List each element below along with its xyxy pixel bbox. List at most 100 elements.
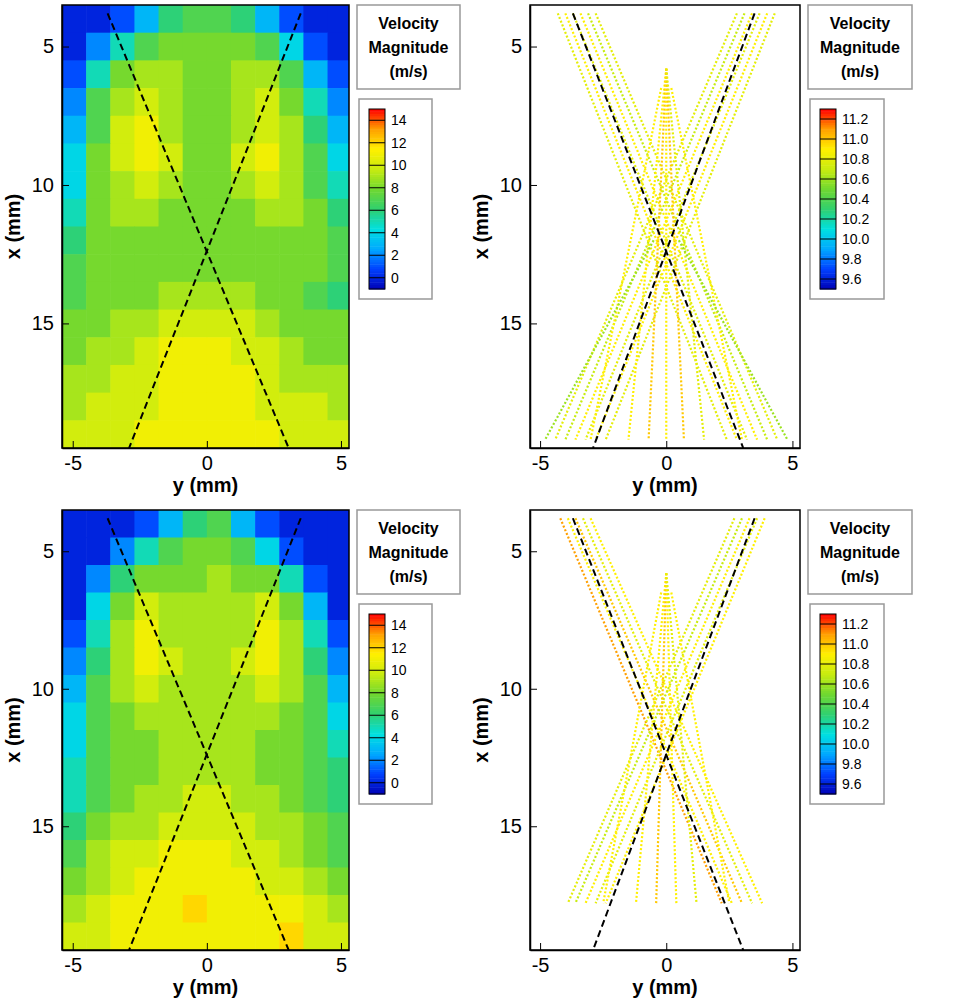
heatmap-cell — [110, 227, 135, 255]
heatmap-cell — [86, 282, 111, 310]
heatmap-cell — [303, 758, 328, 786]
colorbar-tick-label: 11.2 — [842, 111, 868, 127]
colorbar-tick-label: 14 — [391, 112, 407, 128]
heatmap-cell — [134, 565, 159, 593]
heatmap-cell — [231, 813, 256, 841]
colorbar: 9.69.810.010.210.410.610.811.011.2 — [820, 109, 869, 290]
y-axis-title: x (mm) — [2, 697, 24, 763]
heatmap-cell — [159, 88, 184, 116]
heatmap-cell — [134, 282, 159, 310]
y-tick-label: 10 — [500, 678, 522, 700]
y-tick: 10 — [32, 678, 69, 700]
panel: -50551015y (mm)x (mm)VelocityMagnitude(m… — [2, 510, 460, 998]
heatmap-cell — [134, 227, 159, 255]
heatmap-cell — [62, 813, 87, 841]
plot-area — [545, 13, 787, 448]
heatmap-cell — [255, 282, 280, 310]
x-tick-mark — [207, 441, 208, 448]
heatmap-cell — [303, 310, 328, 338]
heatmap-cell — [279, 5, 304, 33]
x-tick: 0 — [202, 943, 213, 976]
colorbar-box — [359, 99, 432, 299]
heatmap-cell — [328, 420, 349, 448]
panel: -50551015y (mm)x (mm)VelocityMagnitude(m… — [470, 510, 912, 998]
colorbar-tick — [369, 692, 385, 693]
heatmap-cell — [279, 227, 304, 255]
heatmap-cell — [279, 813, 304, 841]
heatmap-cell — [110, 199, 135, 227]
heatmap-cell — [62, 33, 87, 61]
heatmap-cell — [328, 143, 349, 171]
colorbar-tick — [820, 684, 836, 685]
colorbar-tick — [369, 210, 385, 211]
heatmap-cell — [183, 758, 208, 786]
heatmap-cell — [255, 923, 280, 951]
colorbar-tick-label: 10.6 — [842, 676, 869, 692]
heatmap-cell — [183, 620, 208, 648]
y-axis-line — [530, 511, 532, 951]
heatmap-cell — [110, 393, 135, 421]
colorbar-band — [820, 643, 836, 646]
heatmap-cell — [328, 171, 349, 199]
heatmap-cell — [279, 840, 304, 868]
heatmap-cell — [86, 730, 111, 758]
y-tick-mark — [62, 47, 69, 48]
y-tick: 10 — [32, 174, 69, 196]
heatmap-cell — [303, 648, 328, 676]
heatmap-cell — [207, 538, 232, 566]
heatmap-cell — [86, 171, 111, 199]
heatmap-cell — [328, 895, 349, 923]
heatmap-cell — [159, 593, 184, 621]
particle-track — [586, 13, 760, 439]
colorbar-band — [369, 738, 385, 741]
heatmap-cell — [279, 510, 304, 538]
particle-track — [628, 69, 666, 440]
heatmap-cell — [134, 593, 159, 621]
y-tick: 5 — [511, 35, 537, 57]
x-axis: -505 — [531, 943, 801, 976]
heatmap-cell — [303, 282, 328, 310]
heatmap-cell — [328, 675, 349, 703]
heatmap-cell — [207, 895, 232, 923]
colorbar-band — [820, 159, 836, 162]
heatmap-cell — [110, 785, 135, 813]
y-tick: 5 — [43, 35, 69, 57]
heatmap-cell — [183, 5, 208, 33]
colorbar-title: VelocityMagnitude(m/s) — [369, 520, 449, 585]
heatmap-cell — [255, 593, 280, 621]
x-tick: 0 — [202, 441, 213, 474]
colorbar-frame — [820, 109, 836, 289]
colorbar-title-box — [808, 510, 912, 594]
reference-line — [593, 518, 754, 950]
heatmap-cell — [183, 730, 208, 758]
heatmap-cell — [134, 785, 159, 813]
colorbar-tick-label: 8 — [391, 685, 399, 701]
x-tick: 0 — [661, 943, 672, 976]
heatmap-cell — [86, 310, 111, 338]
heatmap-cell — [62, 510, 87, 538]
particle-track — [575, 518, 742, 903]
colorbar-tick — [820, 724, 836, 725]
heatmap-cell — [159, 33, 184, 61]
x-tick-label: 5 — [787, 954, 798, 976]
heatmap-cell — [207, 510, 232, 538]
x-tick-label: 0 — [661, 954, 672, 976]
y-tick-mark — [62, 323, 69, 324]
colorbar-tick-label: 4 — [391, 730, 399, 746]
heatmap-cell — [62, 895, 87, 923]
y-axis-title: x (mm) — [2, 194, 24, 260]
heatmap-cell — [231, 923, 256, 951]
colorbar-tick — [820, 624, 836, 625]
heatmap-cell — [159, 5, 184, 33]
heatmap-cell — [62, 758, 87, 786]
colorbar-title-box — [808, 5, 912, 89]
colorbar-tick — [820, 179, 836, 180]
colorbar-tick-label: 6 — [391, 202, 399, 218]
panel: -50551015y (mm)x (mm)VelocityMagnitude(m… — [470, 5, 912, 496]
heatmap-cell — [231, 199, 256, 227]
heatmap-cell — [134, 840, 159, 868]
heatmap-cell — [183, 88, 208, 116]
plot-background — [62, 5, 349, 448]
heatmap-cell — [231, 227, 256, 255]
heatmap-cell — [207, 868, 232, 896]
